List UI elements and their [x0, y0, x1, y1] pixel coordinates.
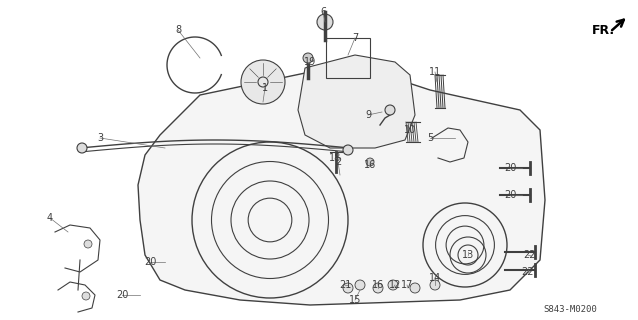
Text: 3: 3: [97, 133, 103, 143]
Text: 2: 2: [335, 157, 341, 167]
Text: 5: 5: [427, 133, 433, 143]
Text: S843-M0200: S843-M0200: [543, 306, 597, 315]
Text: 10: 10: [404, 125, 416, 135]
Text: 20: 20: [504, 190, 516, 200]
Circle shape: [385, 105, 395, 115]
Polygon shape: [138, 70, 545, 305]
Circle shape: [343, 145, 353, 155]
Circle shape: [388, 280, 398, 290]
Circle shape: [343, 283, 353, 293]
Text: 12: 12: [389, 280, 401, 290]
Circle shape: [82, 292, 90, 300]
Text: FR.: FR.: [592, 23, 615, 36]
Text: 18: 18: [329, 153, 341, 163]
Text: 19: 19: [304, 57, 316, 67]
Circle shape: [84, 240, 92, 248]
Circle shape: [373, 283, 383, 293]
Text: 4: 4: [47, 213, 53, 223]
Circle shape: [317, 14, 333, 30]
Text: 6: 6: [320, 7, 326, 17]
Circle shape: [77, 143, 87, 153]
Text: 8: 8: [175, 25, 181, 35]
Circle shape: [366, 158, 374, 166]
Text: 1: 1: [262, 83, 268, 93]
Text: 20: 20: [116, 290, 128, 300]
Text: 9: 9: [365, 110, 371, 120]
Text: 22: 22: [524, 250, 537, 260]
Text: 20: 20: [144, 257, 156, 267]
Text: 16: 16: [372, 280, 384, 290]
Text: 7: 7: [352, 33, 358, 43]
Text: 22: 22: [522, 267, 534, 277]
Text: 21: 21: [339, 280, 351, 290]
Circle shape: [355, 280, 365, 290]
Circle shape: [410, 283, 420, 293]
Circle shape: [303, 53, 313, 63]
Circle shape: [374, 284, 382, 292]
Text: 15: 15: [349, 295, 361, 305]
Text: 14: 14: [429, 273, 441, 283]
Text: 20: 20: [504, 163, 516, 173]
Text: 11: 11: [429, 67, 441, 77]
Text: 16: 16: [364, 160, 376, 170]
Text: 17: 17: [401, 280, 413, 290]
Circle shape: [241, 60, 285, 104]
Text: 13: 13: [462, 250, 474, 260]
Circle shape: [430, 280, 440, 290]
Polygon shape: [298, 55, 415, 148]
